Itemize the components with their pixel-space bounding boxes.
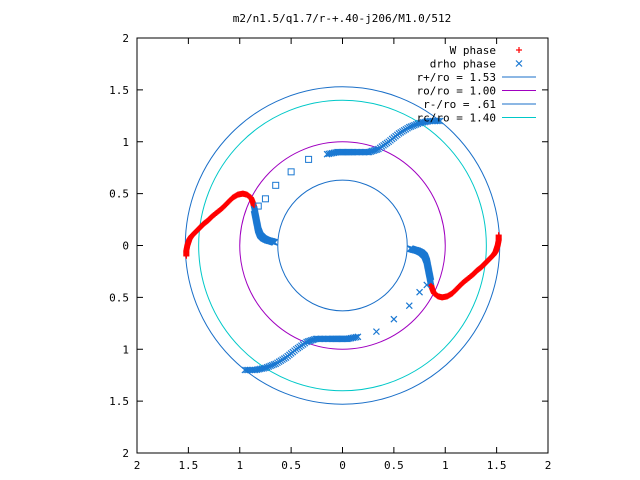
x-tick-label: 2 [545,459,552,472]
series-3 [372,281,431,336]
data-point [390,315,398,323]
x-tick-label: 0.5 [384,459,404,472]
y-tick-label: 0.5 [109,188,129,201]
y-tick-label: 1.5 [109,84,129,97]
chart-title: m2/n1.5/q1.7/r-+.40-j206/M1.0/512 [233,12,452,25]
data-point [352,333,360,341]
data-point [261,195,269,203]
data-point [271,238,279,246]
y-tick-label: 0 [122,240,129,253]
y-tick-label: 2 [122,447,129,460]
circle-1 [239,141,446,350]
series-2 [254,155,313,210]
legend-label: r-/ro = .61 [423,98,496,111]
y-tick-label: 1.5 [109,395,129,408]
data-series [183,117,502,374]
legend-label: W phase [450,44,496,57]
data-point [323,150,331,158]
legend-marker [516,47,522,53]
y-tick-label: 2 [122,32,129,45]
data-point [406,245,414,253]
y-tick-label: 0.5 [109,291,129,304]
legend-label: drho phase [430,58,496,71]
data-point [423,281,431,289]
legend-marker [515,60,523,67]
data-point [272,181,280,189]
data-point [287,168,295,176]
legend-label: r+/ro = 1.53 [417,71,496,84]
series-0 [183,190,502,301]
y-tick-label: 1 [122,343,129,356]
data-point [405,302,413,310]
circle-3 [198,99,487,392]
data-point [325,150,333,158]
data-point [305,155,313,163]
x-tick-label: 2 [134,459,141,472]
x-tick-label: 1.5 [178,459,198,472]
x-tick-label: 1 [442,459,449,472]
data-point [270,361,278,368]
x-tick-label: 1 [236,459,243,472]
axis-ticks: 2 1.5 1 0.5 0 0.5 1 1.5 221.510.500.511.52 [109,32,551,472]
data-point [254,202,262,210]
circle-2 [277,179,408,312]
legend-label: rc/ro = 1.40 [417,112,496,125]
x-tick-label: 1.5 [487,459,507,472]
legend-label: ro/ro = 1.00 [417,85,496,98]
x-tick-label: 0.5 [281,459,301,472]
y-tick-label: 1 [122,136,129,149]
data-point [407,123,415,130]
data-point [354,333,362,341]
series-1 [241,117,444,374]
data-point [416,288,423,296]
data-point [372,328,380,336]
x-tick-label: 0 [339,459,346,472]
